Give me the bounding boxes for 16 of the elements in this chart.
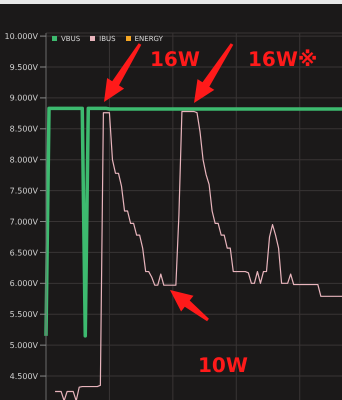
annotation: 16W※: [248, 47, 318, 71]
line-series: [54, 110, 342, 400]
y-tick-label: 9.000V: [10, 94, 39, 103]
y-tick-label: 9.500V: [10, 62, 39, 72]
y-tick-label: 8.000V: [10, 156, 39, 165]
y-tick-label: 7.500V: [10, 186, 39, 196]
y-tick-label: 5.500V: [10, 310, 39, 320]
y-tick-label: 6.000V: [10, 279, 39, 288]
y-tick-label: 7.000V: [10, 217, 39, 226]
y-tick-label: 6.500V: [10, 248, 39, 258]
y-tick-label: 8.500V: [10, 124, 39, 134]
annotation: 16W: [150, 47, 200, 71]
y-tick-label: 10.000V: [4, 32, 39, 41]
y-tick-label: 5.000V: [10, 340, 39, 350]
y-tick-label: 4.500V: [10, 372, 39, 381]
annotation: 10W: [198, 353, 248, 377]
